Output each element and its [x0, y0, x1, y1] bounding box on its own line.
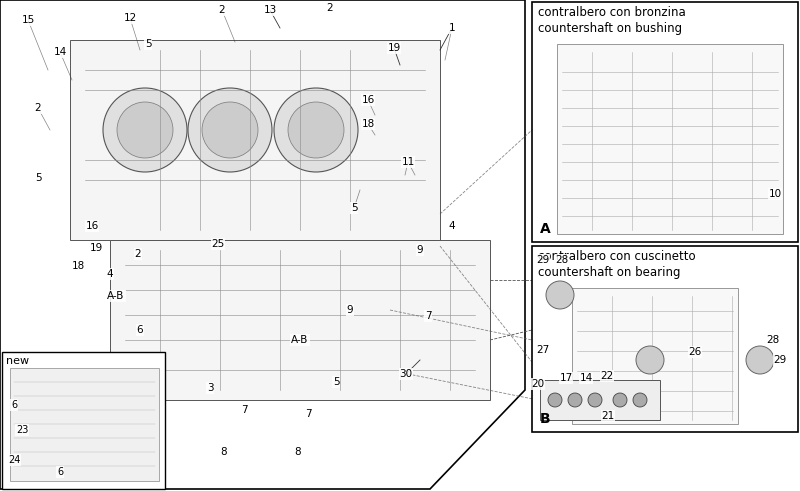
Circle shape: [117, 102, 173, 158]
Bar: [532, 246, 798, 432]
Text: 6: 6: [137, 325, 143, 335]
Text: 14: 14: [579, 373, 593, 383]
Text: 9: 9: [346, 305, 354, 315]
Text: 6: 6: [11, 400, 17, 410]
Text: countershaft on bushing: countershaft on bushing: [538, 22, 682, 35]
Bar: [2, 352, 165, 489]
Text: 27: 27: [536, 345, 550, 355]
Text: 7: 7: [241, 405, 247, 415]
Text: 4: 4: [106, 269, 114, 279]
Text: 3: 3: [206, 383, 214, 393]
Text: 12: 12: [123, 13, 137, 23]
Text: A-B: A-B: [291, 335, 309, 345]
Text: 8: 8: [221, 447, 227, 457]
Circle shape: [633, 393, 647, 407]
Circle shape: [613, 393, 627, 407]
Text: 4: 4: [449, 221, 455, 231]
Text: partsrepublik: partsrepublik: [158, 166, 418, 325]
Circle shape: [103, 88, 187, 172]
Text: 10: 10: [769, 189, 782, 199]
Polygon shape: [0, 0, 525, 489]
Text: 2: 2: [218, 5, 226, 15]
Bar: [10, 368, 159, 481]
Text: 18: 18: [71, 261, 85, 271]
Text: 15: 15: [22, 15, 34, 25]
Text: 29: 29: [536, 255, 550, 265]
Text: A-B: A-B: [107, 291, 125, 301]
Text: 2: 2: [326, 3, 334, 13]
Text: new: new: [6, 356, 29, 366]
Circle shape: [548, 393, 562, 407]
Bar: [557, 44, 783, 234]
Text: 28: 28: [555, 255, 569, 265]
Text: 26: 26: [688, 347, 702, 357]
Text: 20: 20: [531, 379, 545, 389]
Text: 5: 5: [34, 173, 42, 183]
Circle shape: [188, 88, 272, 172]
Circle shape: [274, 88, 358, 172]
Text: 18: 18: [362, 119, 374, 129]
Text: 22: 22: [600, 371, 614, 381]
Text: 14: 14: [54, 47, 66, 57]
Text: 5: 5: [145, 39, 151, 49]
Text: 17: 17: [559, 373, 573, 383]
Circle shape: [202, 102, 258, 158]
Text: 28: 28: [766, 335, 780, 345]
Circle shape: [636, 346, 664, 374]
Text: 9: 9: [417, 245, 423, 255]
Bar: [70, 40, 440, 240]
Bar: [540, 380, 660, 420]
Text: 11: 11: [402, 157, 414, 167]
Text: 6: 6: [57, 467, 63, 477]
Bar: [532, 2, 798, 242]
Text: 8: 8: [294, 447, 302, 457]
Text: 5: 5: [350, 203, 358, 213]
Bar: [110, 240, 490, 400]
Text: 7: 7: [425, 311, 431, 321]
Polygon shape: [530, 0, 800, 489]
Text: 19: 19: [387, 43, 401, 53]
Text: 5: 5: [333, 377, 339, 387]
Circle shape: [288, 102, 344, 158]
Text: 24: 24: [8, 455, 20, 465]
Text: 16: 16: [86, 221, 98, 231]
Text: 2: 2: [34, 103, 42, 113]
Text: contralbero con cuscinetto: contralbero con cuscinetto: [538, 250, 696, 263]
Text: 16: 16: [362, 95, 374, 105]
Bar: [572, 288, 738, 424]
Circle shape: [546, 281, 574, 309]
Text: 19: 19: [90, 243, 102, 253]
Text: 29: 29: [774, 355, 786, 365]
Text: 7: 7: [305, 409, 311, 419]
Text: 21: 21: [602, 411, 614, 421]
Text: countershaft on bearing: countershaft on bearing: [538, 266, 681, 279]
Circle shape: [588, 393, 602, 407]
Text: contralbero con bronzina: contralbero con bronzina: [538, 6, 686, 19]
Text: A: A: [540, 222, 550, 236]
Text: ⚙: ⚙: [620, 95, 670, 149]
Text: B: B: [540, 412, 550, 426]
Circle shape: [568, 393, 582, 407]
Text: 23: 23: [16, 425, 28, 435]
Text: 13: 13: [263, 5, 277, 15]
Text: 1: 1: [449, 23, 455, 33]
Text: 25: 25: [211, 239, 225, 249]
Text: 30: 30: [399, 369, 413, 379]
Circle shape: [746, 346, 774, 374]
Text: 2: 2: [134, 249, 142, 259]
